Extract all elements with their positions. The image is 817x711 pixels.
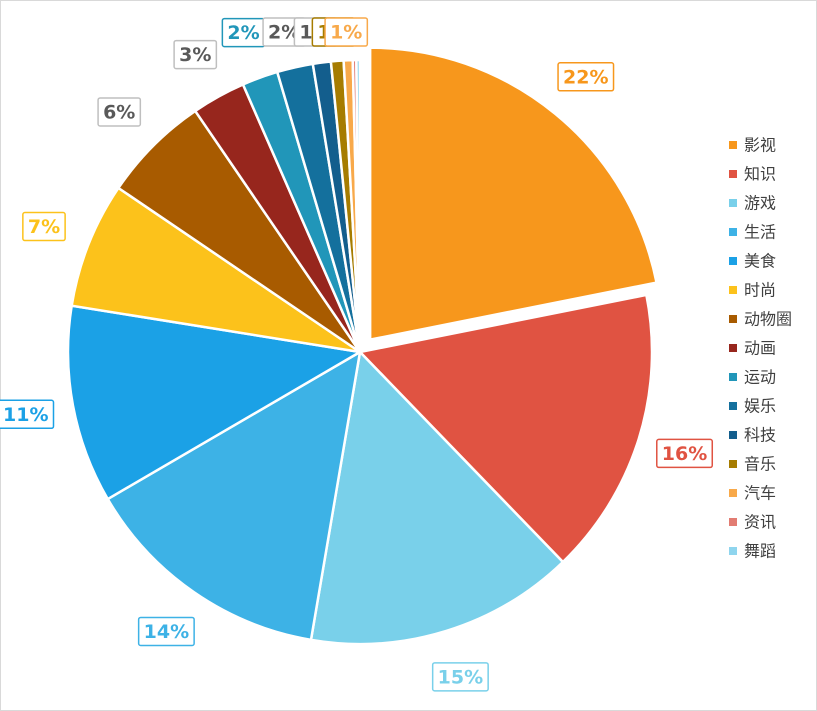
legend-swatch [729, 373, 737, 381]
legend-label: 资讯 [744, 513, 776, 532]
pie-slice [66, 304, 364, 501]
pie-slice [106, 349, 362, 642]
data-label: 7% [28, 216, 60, 238]
data-label: 15% [438, 666, 483, 688]
data-label: 6% [103, 101, 135, 123]
legend-swatch [729, 141, 737, 149]
legend-label: 动画 [744, 339, 776, 358]
legend-swatch [729, 460, 737, 468]
legend-label: 生活 [744, 223, 776, 242]
data-label-box [22, 211, 66, 242]
legend-swatch [729, 199, 737, 207]
pie-slice [355, 58, 362, 353]
legend-swatch [729, 489, 737, 497]
legend-swatch [729, 402, 737, 410]
legend-label: 美食 [744, 252, 776, 271]
legend-swatch [729, 286, 737, 294]
data-label: 16% [662, 443, 707, 465]
legend-swatch [729, 315, 737, 323]
data-label: 22% [563, 66, 608, 88]
data-label-box [656, 438, 714, 469]
data-label-box [431, 662, 489, 692]
legend-swatch [729, 547, 737, 555]
data-label-box [97, 97, 142, 127]
data-label: 1% [330, 22, 362, 44]
data-label: 14% [144, 621, 189, 643]
legend-label: 运动 [744, 368, 776, 387]
legend-swatch [729, 257, 737, 265]
legend-swatch [729, 344, 737, 352]
legend-label: 科技 [744, 426, 776, 445]
legend-label: 游戏 [744, 194, 776, 213]
pie-slice [309, 349, 565, 646]
legend-label: 影视 [744, 136, 776, 155]
data-label-box [0, 399, 55, 430]
legend-swatch [729, 170, 737, 178]
data-label: 3% [179, 44, 211, 66]
pie-slice [368, 46, 658, 342]
legend-label: 时尚 [744, 281, 776, 300]
data-label-box [557, 62, 615, 92]
legend-label: 动物圈 [744, 310, 792, 329]
pie-slice [357, 293, 654, 564]
data-label-box [324, 17, 369, 47]
legend-label: 舞蹈 [744, 542, 776, 561]
data-label: 2% [227, 22, 259, 44]
data-label: 11% [3, 404, 48, 426]
legend-swatch [729, 228, 737, 236]
legend-swatch [729, 518, 737, 526]
data-label-box [173, 39, 218, 70]
legend-label: 知识 [744, 165, 776, 184]
legend-label: 汽车 [744, 484, 776, 503]
data-label-box [137, 616, 195, 647]
data-label: 2% [268, 22, 300, 44]
pie-slice [70, 186, 361, 354]
legend-swatch [729, 431, 737, 439]
legend-label: 娱乐 [744, 397, 776, 416]
legend-label: 音乐 [744, 455, 776, 474]
